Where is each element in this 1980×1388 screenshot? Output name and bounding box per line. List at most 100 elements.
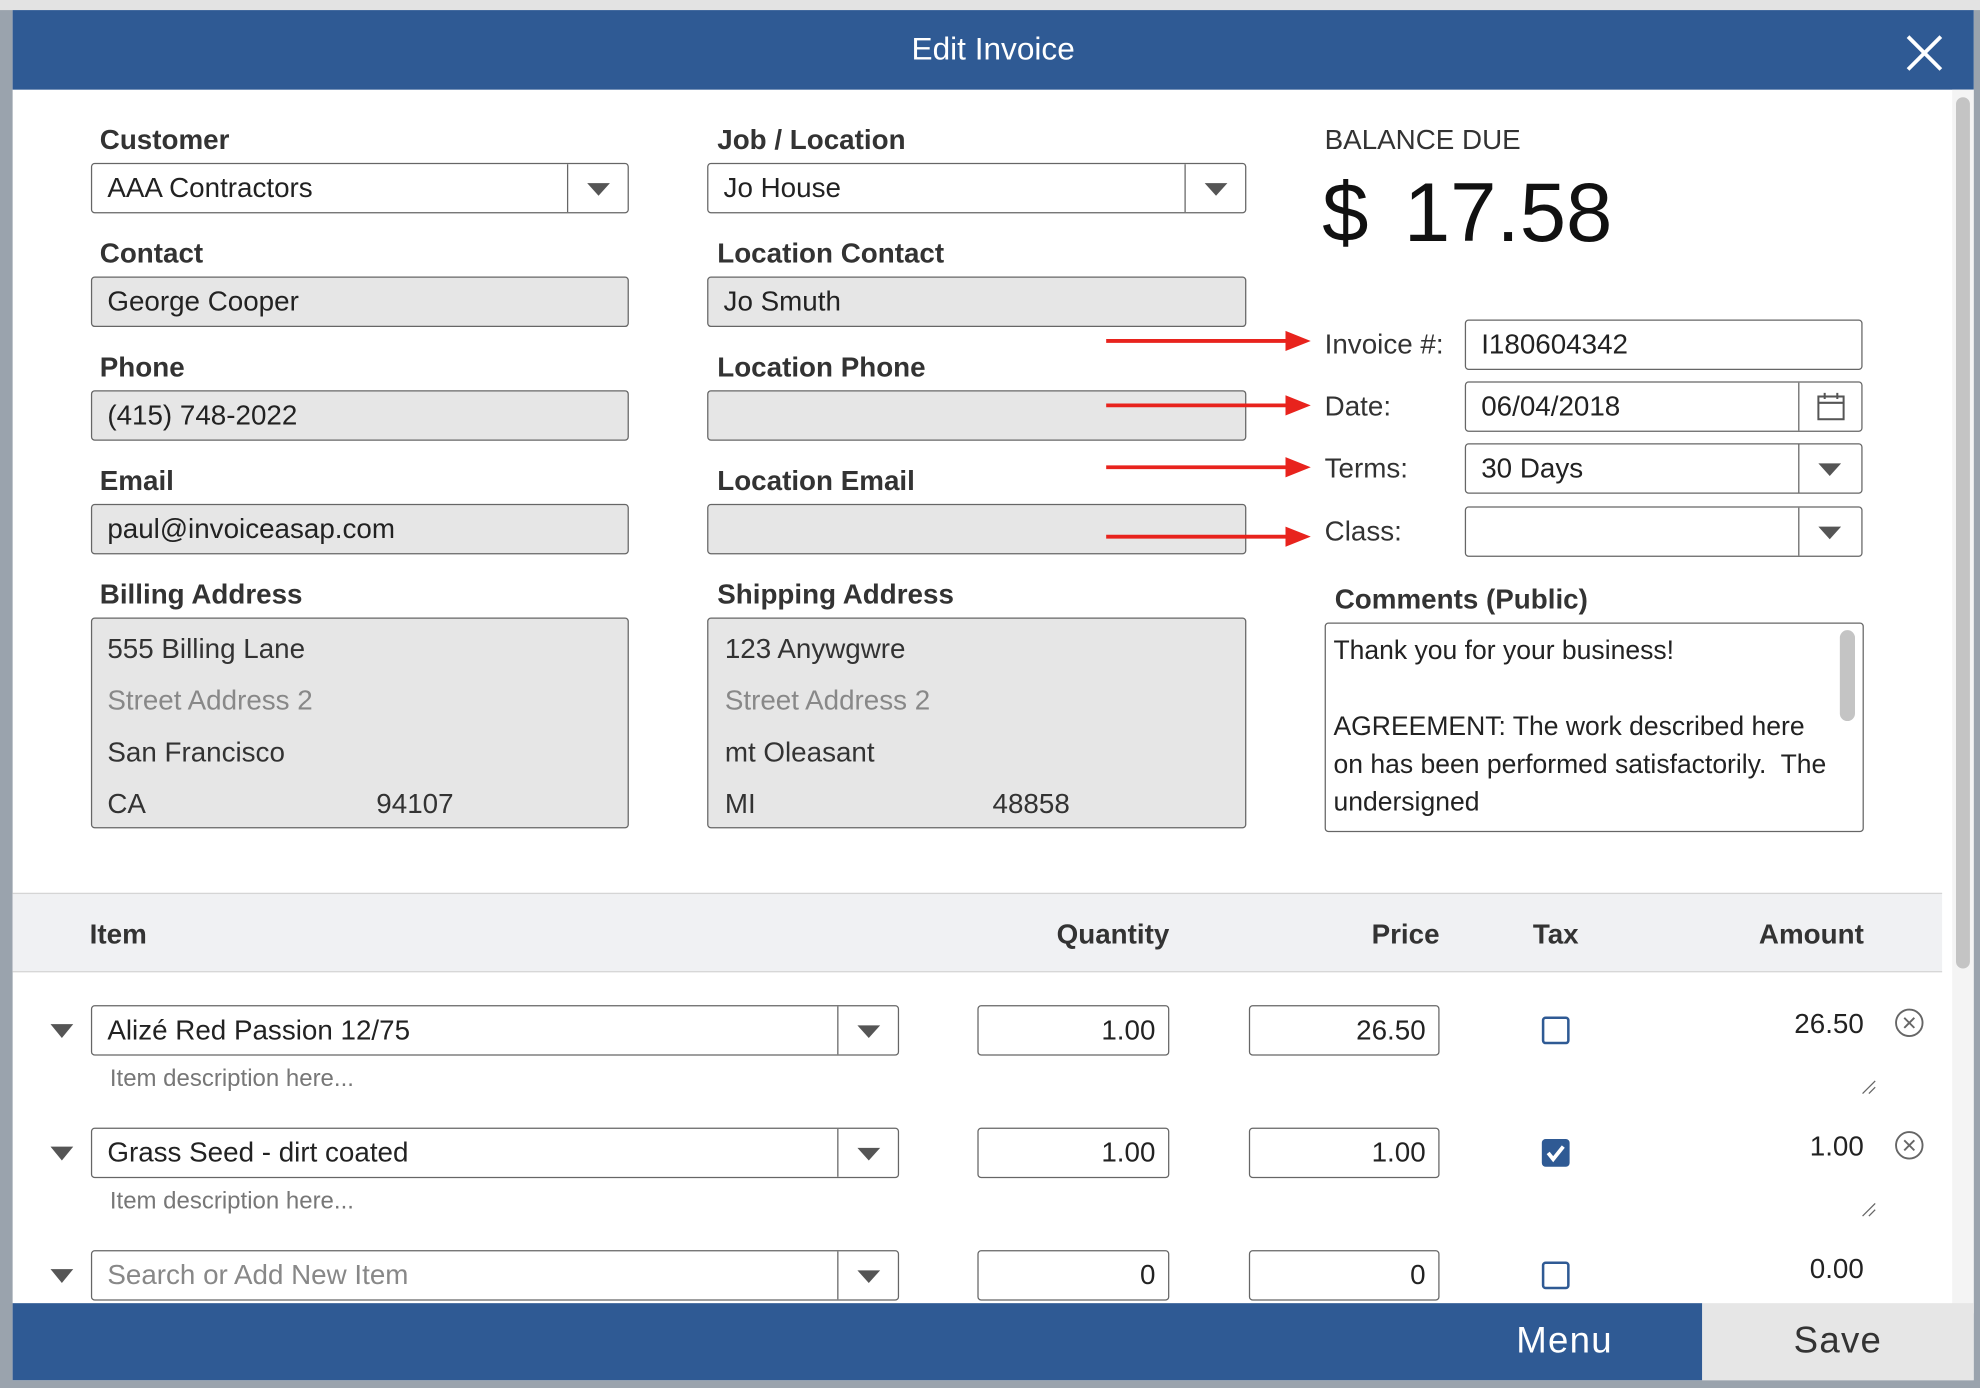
comments-text: Thank you for your business! AGREEMENT: … — [1333, 636, 1827, 818]
item-select[interactable]: Alizé Red Passion 12/75 — [90, 1005, 900, 1056]
row-toggle[interactable] — [50, 1024, 74, 1038]
address-state: MI — [724, 787, 756, 820]
field-label: Invoice #: — [1324, 328, 1444, 360]
dropdown-arrow[interactable] — [837, 1006, 898, 1055]
field-label: Job / Location — [717, 123, 906, 156]
field-label: Billing Address — [99, 578, 303, 610]
comments-scroll-thumb[interactable] — [1839, 630, 1855, 722]
currency: $ — [1322, 165, 1369, 259]
field-label: Location Email — [717, 464, 915, 497]
backdrop — [0, 0, 1980, 11]
close-button[interactable] — [1904, 33, 1944, 73]
job-select[interactable]: Jo House — [707, 162, 1247, 214]
column-header: Tax — [1532, 918, 1579, 950]
price-input[interactable]: 0 — [1248, 1250, 1440, 1301]
field-value: Jo Smuth — [723, 285, 841, 317]
shipping-address-box[interactable]: 123 Anywgwre Street Address 2 mt Oleasan… — [707, 617, 1247, 829]
tax-checkbox[interactable] — [1541, 1139, 1570, 1167]
field-label: Class: — [1324, 515, 1402, 547]
quantity-input[interactable]: 0 — [977, 1250, 1170, 1301]
annotation-arrows — [1106, 330, 1311, 547]
row-toggle[interactable] — [50, 1269, 74, 1283]
column-header: Quantity — [1056, 918, 1170, 950]
item-description[interactable]: Item description here... — [109, 1188, 354, 1215]
field-label: Terms: — [1324, 452, 1408, 484]
address-zip: 48858 — [992, 787, 1070, 820]
address-city: San Francisco — [107, 736, 285, 768]
column-header: Price — [1371, 918, 1440, 950]
address-state: CA — [107, 787, 146, 820]
email-input[interactable]: paul@invoiceasap.com — [90, 503, 629, 555]
row-toggle[interactable] — [50, 1146, 74, 1161]
billing-address-box[interactable]: 555 Billing Lane Street Address 2 San Fr… — [90, 617, 629, 829]
resize-handle[interactable] — [1861, 1078, 1876, 1094]
amount: 26.50 — [1794, 1007, 1864, 1040]
item-select[interactable]: Grass Seed - dirt coated — [90, 1127, 900, 1179]
amount: 0.00 — [1809, 1252, 1864, 1285]
field-value: I180604342 — [1481, 328, 1628, 360]
item-rows: Alizé Red Passion 12/75 Item description … — [0, 974, 1940, 1304]
calendar-button[interactable] — [1798, 382, 1861, 431]
menu-bar — [12, 1303, 1703, 1381]
column-header: Amount — [1758, 918, 1864, 950]
location-contact-input[interactable]: Jo Smuth — [707, 276, 1247, 328]
field-label: Contact — [99, 237, 204, 269]
dialog-title: Edit Invoice — [911, 31, 1075, 67]
column-header: Item — [89, 918, 147, 950]
field-value: George Cooper — [107, 285, 299, 317]
balance-label: BALANCE DUE — [1324, 123, 1521, 156]
tax-checkbox[interactable] — [1541, 1261, 1570, 1290]
field-label: Comments (Public) — [1334, 583, 1588, 615]
quantity-input[interactable]: 1.00 — [977, 1127, 1170, 1179]
address-line: 123 Anywgwre — [724, 632, 906, 665]
terms-select[interactable]: 30 Days — [1464, 443, 1863, 494]
location-phone-input[interactable] — [707, 390, 1247, 441]
dropdown-arrow[interactable] — [837, 1128, 898, 1177]
dropdown-arrow[interactable] — [566, 164, 628, 213]
table-header — [12, 892, 1943, 973]
field-label: Customer — [99, 123, 230, 156]
class-select[interactable] — [1464, 506, 1863, 557]
remove-row[interactable] — [1894, 1008, 1924, 1038]
dialog-header: Edit Invoice — [12, 10, 1974, 90]
item-name: Alizé Red Passion 12/75 — [107, 1013, 411, 1046]
dropdown-arrow[interactable] — [1798, 444, 1861, 493]
item-select[interactable]: Search or Add New Item — [90, 1250, 900, 1301]
scroll-thumb[interactable] — [1956, 97, 1970, 969]
save-button[interactable]: Save — [1702, 1303, 1974, 1381]
quantity-input[interactable]: 1.00 — [977, 1005, 1170, 1056]
field-label: Date: — [1324, 390, 1392, 422]
contact-input[interactable]: George Cooper — [90, 276, 629, 328]
field-label: Shipping Address — [717, 578, 954, 610]
field-value: 06/04/2018 — [1481, 390, 1621, 422]
price-input[interactable]: 1.00 — [1248, 1127, 1440, 1179]
comments-box[interactable]: Thank you for your business! AGREEMENT: … — [1324, 622, 1864, 833]
address-zip: 94107 — [376, 787, 454, 820]
address-placeholder: Street Address 2 — [724, 684, 931, 716]
dropdown-arrow[interactable] — [1798, 507, 1861, 556]
phone-input[interactable]: (415) 748-2022 — [90, 390, 629, 441]
tax-checkbox[interactable] — [1541, 1016, 1570, 1045]
menu-button[interactable]: Menu — [1516, 1320, 1613, 1362]
invoice-number-input[interactable]: I180604342 — [1464, 319, 1863, 370]
resize-handle[interactable] — [1861, 1201, 1876, 1217]
dropdown-arrow[interactable] — [837, 1251, 898, 1300]
item-name: Grass Seed - dirt coated — [107, 1136, 409, 1169]
dropdown-arrow[interactable] — [1184, 164, 1245, 213]
field-value: 30 Days — [1481, 452, 1584, 484]
field-label: Email — [99, 464, 174, 497]
address-placeholder: Street Address 2 — [107, 684, 313, 716]
item-description[interactable]: Item description here... — [109, 1065, 354, 1093]
customer-select[interactable]: AAA Contractors — [90, 162, 629, 214]
location-email-input[interactable] — [707, 503, 1247, 555]
balance-amount: $17.58 — [1322, 164, 1612, 260]
amount: 17.58 — [1403, 165, 1613, 259]
date-input[interactable]: 06/04/2018 — [1464, 381, 1863, 432]
field-value: paul@invoiceasap.com — [107, 512, 395, 545]
remove-row[interactable] — [1894, 1130, 1924, 1160]
field-value: Jo House — [723, 171, 841, 204]
price-input[interactable]: 26.50 — [1248, 1005, 1440, 1056]
scrollbar[interactable] — [1952, 89, 1974, 1314]
